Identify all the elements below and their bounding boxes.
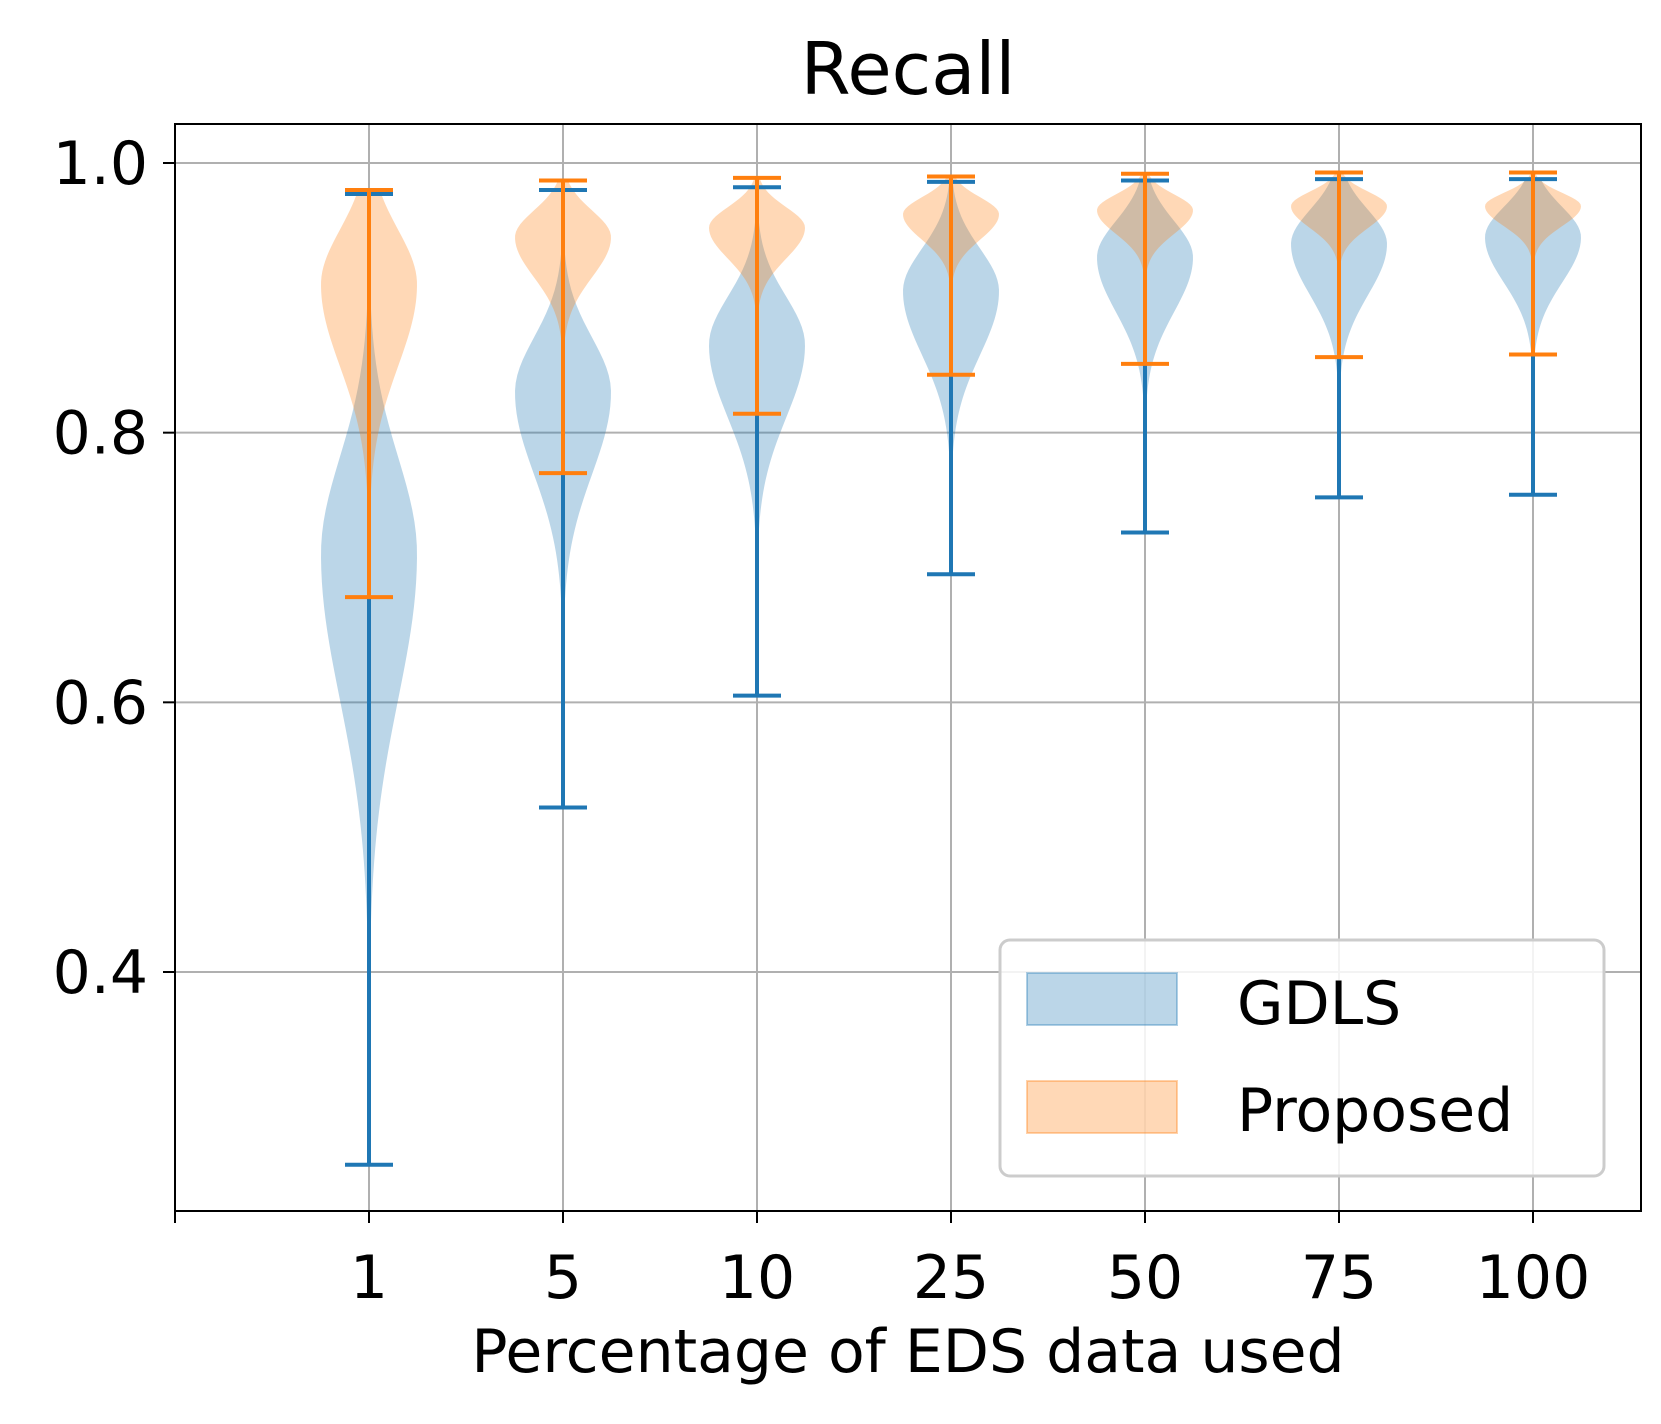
x-tick-label-5: 5 bbox=[544, 1243, 582, 1313]
legend-label-proposed: Proposed bbox=[1237, 1076, 1513, 1146]
x-axis-label: Percentage of EDS data used bbox=[471, 1317, 1344, 1387]
y-axis-ticks: 0.4 0.6 0.8 1.0 bbox=[53, 129, 175, 1008]
violin-extrema-bars bbox=[345, 170, 1557, 1167]
x-axis-ticks: 1 5 10 25 50 75 100 bbox=[174, 1211, 1591, 1313]
x-tick-label-1: 1 bbox=[350, 1243, 388, 1313]
x-tick-label-100: 100 bbox=[1476, 1243, 1591, 1313]
x-tick-label-25: 25 bbox=[913, 1243, 989, 1313]
y-tick-label-0.8: 0.8 bbox=[53, 399, 148, 469]
y-tick-label-0.4: 0.4 bbox=[53, 938, 148, 1008]
x-tick-label-75: 75 bbox=[1301, 1243, 1377, 1313]
y-tick-label-1.0: 1.0 bbox=[53, 129, 148, 199]
legend-frame bbox=[998, 938, 1606, 1178]
legend: GDLS Proposed bbox=[998, 938, 1606, 1178]
legend-label-gdls: GDLS bbox=[1237, 969, 1401, 1039]
axes-frame bbox=[174, 123, 1642, 1212]
legend-swatch-gdls bbox=[1026, 972, 1178, 1026]
chart-title: Recall bbox=[801, 27, 1016, 111]
legend-swatch-proposed bbox=[1026, 1080, 1178, 1134]
x-tick-label-50: 50 bbox=[1107, 1243, 1183, 1313]
y-tick-label-0.6: 0.6 bbox=[53, 668, 148, 738]
x-tick-label-10: 10 bbox=[719, 1243, 795, 1313]
